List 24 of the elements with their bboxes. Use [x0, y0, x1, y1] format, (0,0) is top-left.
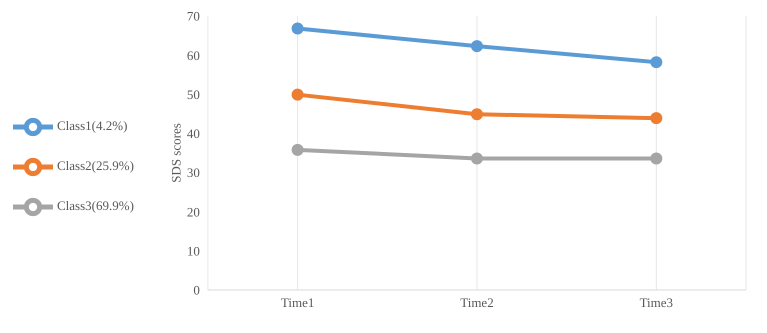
point — [292, 88, 304, 101]
legend-label: Class2(25.9%) — [57, 157, 134, 172]
x-tick-label: Time2 — [460, 295, 494, 310]
point — [650, 112, 662, 124]
x-tick-label: Time3 — [640, 295, 674, 310]
point — [470, 40, 483, 52]
point — [292, 144, 304, 156]
y-axis-title: SDS scores — [168, 123, 184, 183]
legend-label: Class1(4.2%) — [57, 117, 128, 132]
point — [470, 152, 483, 164]
y-tick-label: 10 — [186, 243, 200, 258]
y-tick-label: 70 — [186, 8, 200, 24]
legend-label: Class3(69.9%) — [57, 197, 134, 212]
point — [470, 108, 483, 120]
y-tick-label: 50 — [186, 86, 200, 102]
y-tick-label: 0 — [193, 282, 200, 298]
x-tick-label: Time1 — [280, 295, 314, 310]
point — [292, 22, 304, 35]
y-tick-label: 20 — [186, 204, 200, 220]
y-tick-label: 40 — [186, 126, 200, 142]
point — [650, 152, 662, 164]
point — [650, 56, 662, 68]
y-tick-label: 30 — [186, 165, 200, 180]
y-tick-label: 60 — [186, 48, 200, 63]
